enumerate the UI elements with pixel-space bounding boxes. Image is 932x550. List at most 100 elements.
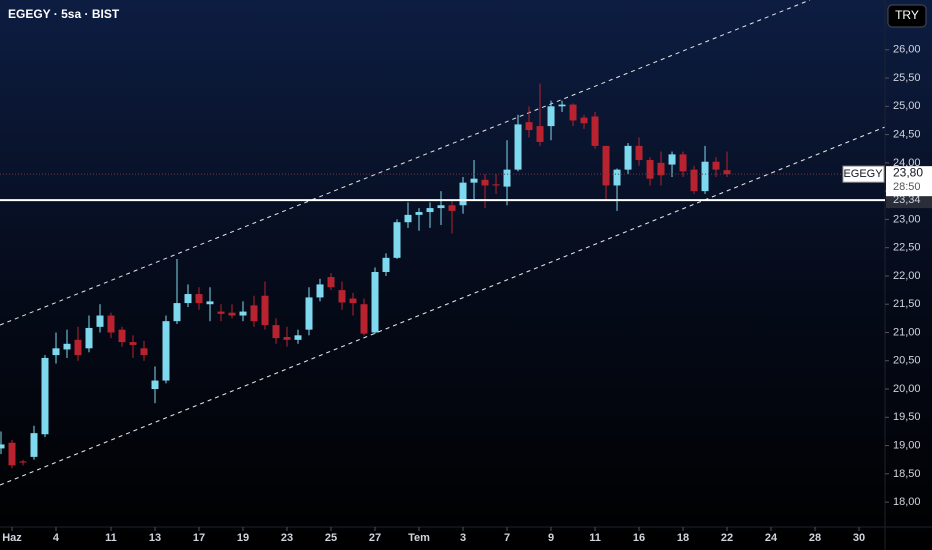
- candle-body: [250, 305, 258, 322]
- x-tick-label: 25: [325, 532, 337, 544]
- candle-body: [85, 327, 93, 349]
- candle-body: [283, 337, 291, 340]
- x-tick-label: 7: [504, 532, 510, 544]
- x-tick-label: Tem: [408, 532, 430, 544]
- candle-body: [107, 315, 115, 333]
- candle-body: [63, 343, 71, 350]
- candle-body: [195, 294, 203, 304]
- y-tick-label: 25,50: [893, 72, 921, 84]
- y-tick-label: 25,00: [893, 100, 921, 112]
- x-tick-label: 13: [149, 532, 161, 544]
- candle-body: [448, 205, 456, 211]
- candle-body: [690, 169, 698, 192]
- candle-body: [459, 182, 467, 206]
- candle-body: [536, 126, 544, 142]
- x-tick-label: 4: [53, 532, 60, 544]
- candle-body: [569, 104, 577, 121]
- candle-body: [272, 325, 280, 339]
- candle-body: [360, 304, 368, 334]
- x-tick-label: 18: [677, 532, 689, 544]
- candle-body: [0, 444, 5, 449]
- candle-body: [426, 208, 434, 213]
- candle-body: [701, 161, 709, 192]
- y-tick-label: 23,00: [893, 213, 921, 225]
- candle-body: [481, 179, 489, 186]
- x-tick-label: 17: [193, 532, 205, 544]
- candle-body: [470, 178, 478, 183]
- y-tick-label: 18,00: [893, 496, 921, 508]
- candle-body: [657, 162, 665, 176]
- candle-body: [151, 380, 159, 390]
- last-price-label: 23,80: [893, 165, 923, 179]
- x-tick-label: 11: [589, 532, 601, 544]
- candle-body: [206, 301, 214, 305]
- x-tick-label: 28: [809, 532, 821, 544]
- candle-body: [184, 294, 192, 304]
- candle-body: [382, 257, 390, 272]
- candle-body: [723, 170, 731, 175]
- level-label: 23,34: [893, 194, 921, 206]
- candle-body: [162, 321, 170, 381]
- currency-label[interactable]: TRY: [895, 8, 919, 22]
- x-tick-label: 24: [765, 532, 778, 544]
- candle-body: [393, 222, 401, 258]
- level-label-box: [886, 192, 932, 209]
- candle-body: [679, 154, 687, 172]
- y-tick-label: 26,00: [893, 44, 921, 56]
- channel-lower: [0, 126, 886, 486]
- candle-body: [140, 348, 148, 356]
- x-tick-label: 27: [369, 532, 381, 544]
- candle-body: [503, 169, 511, 187]
- symbol-box: [842, 165, 885, 183]
- countdown-label: 28:50: [893, 181, 921, 193]
- candle-body: [668, 154, 676, 165]
- candle-body: [74, 339, 82, 356]
- chart-title: EGEGY · 5sa · BIST: [8, 7, 120, 21]
- y-tick-label: 24,00: [893, 157, 921, 169]
- candle-body: [349, 298, 357, 304]
- x-tick-label: 11: [105, 532, 117, 544]
- y-tick-label: 24,50: [893, 128, 921, 140]
- candle-body: [19, 461, 27, 463]
- candle-body: [327, 277, 335, 288]
- candle-body: [8, 442, 16, 466]
- candle-body: [635, 145, 643, 161]
- last-price-box: [886, 166, 932, 197]
- symbol-label: EGEGY: [843, 168, 883, 180]
- candle-body: [591, 116, 599, 146]
- x-tick-label: 9: [548, 532, 554, 544]
- candle-body: [415, 212, 423, 215]
- candle-body: [52, 348, 60, 356]
- x-tick-label: 16: [633, 532, 645, 544]
- y-tick-label: 19,00: [893, 439, 921, 451]
- candle-body: [294, 335, 302, 340]
- plot-area: [0, 83, 731, 469]
- y-tick-label: 22,50: [893, 242, 921, 254]
- channel-upper: [0, 0, 811, 326]
- candle-body: [118, 329, 126, 343]
- candle-body: [525, 122, 533, 131]
- candle-body: [30, 433, 38, 457]
- candle-body: [613, 169, 621, 186]
- candle-body: [41, 357, 49, 435]
- currency-button[interactable]: [887, 4, 927, 28]
- candle-body: [96, 315, 104, 327]
- x-tick-label: 22: [721, 532, 733, 544]
- candle-body: [712, 161, 720, 170]
- x-tick-label: 3: [460, 532, 466, 544]
- candle-body: [261, 295, 269, 326]
- x-tick-label: 23: [281, 532, 293, 544]
- candle-body: [624, 145, 632, 170]
- candle-body: [217, 311, 225, 314]
- candle-body: [514, 124, 522, 170]
- candle-body: [129, 342, 137, 345]
- candle-body: [305, 297, 313, 330]
- candle-body: [580, 117, 588, 124]
- candle-body: [239, 311, 247, 316]
- x-tick-label: 19: [237, 532, 249, 544]
- y-tick-label: 22,00: [893, 270, 921, 282]
- candle-body: [228, 312, 236, 316]
- candle-body: [371, 271, 379, 333]
